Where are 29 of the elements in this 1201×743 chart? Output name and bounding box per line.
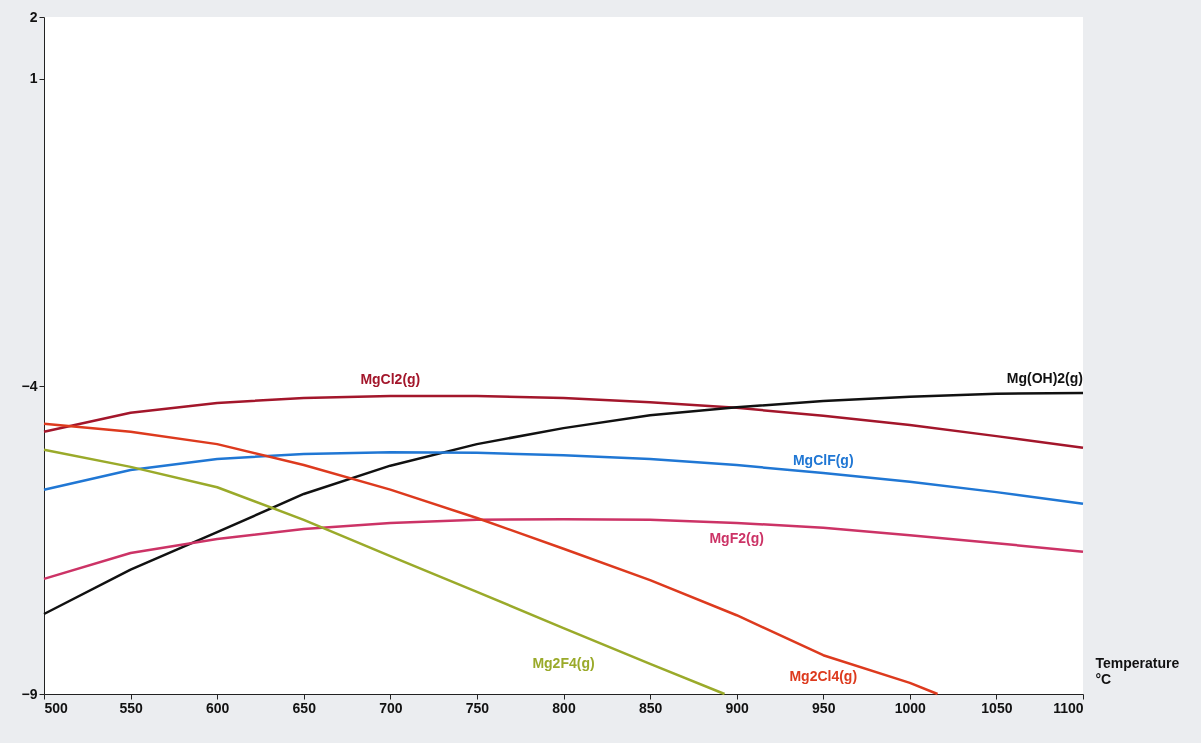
x-tick-label: 550: [119, 699, 143, 716]
line-series: [42, 394, 1085, 450]
line-series: [42, 391, 1085, 616]
x-tick-label: 1100: [1053, 699, 1084, 716]
series-label: Mg2Cl4(g): [789, 668, 858, 685]
x-tick-label: 1050: [981, 699, 1013, 716]
x-tick-label: 500: [44, 699, 69, 716]
x-axis-title: Temperature °C: [1095, 654, 1180, 687]
series-label: MgClF(g): [792, 452, 854, 469]
x-tick-label: 750: [465, 699, 490, 716]
series-label: MgCl2(g): [360, 371, 421, 388]
y-tick-label: −4: [21, 377, 38, 394]
y-tick-label: 1: [29, 70, 38, 87]
x-tick-label: 800: [552, 699, 576, 716]
x-tick-label: 1000: [894, 699, 927, 716]
y-tick-label: 2: [29, 8, 38, 25]
line-series: [42, 517, 1085, 581]
x-tick-label: 950: [812, 699, 836, 716]
series-label: Mg(OH)2(g): [1006, 370, 1083, 387]
x-tick-label: 650: [292, 699, 317, 716]
series-label: Mg2F4(g): [532, 655, 595, 672]
line-series: [42, 422, 939, 696]
x-tick-label: 700: [379, 699, 403, 716]
y-tick-label: −9: [21, 685, 38, 702]
series-label: MgF2(g): [709, 529, 764, 546]
x-tick-label: 600: [205, 699, 230, 716]
x-tick-label: 850: [638, 699, 663, 716]
x-tick-label: 900: [725, 699, 750, 716]
line-series: [42, 450, 1085, 506]
